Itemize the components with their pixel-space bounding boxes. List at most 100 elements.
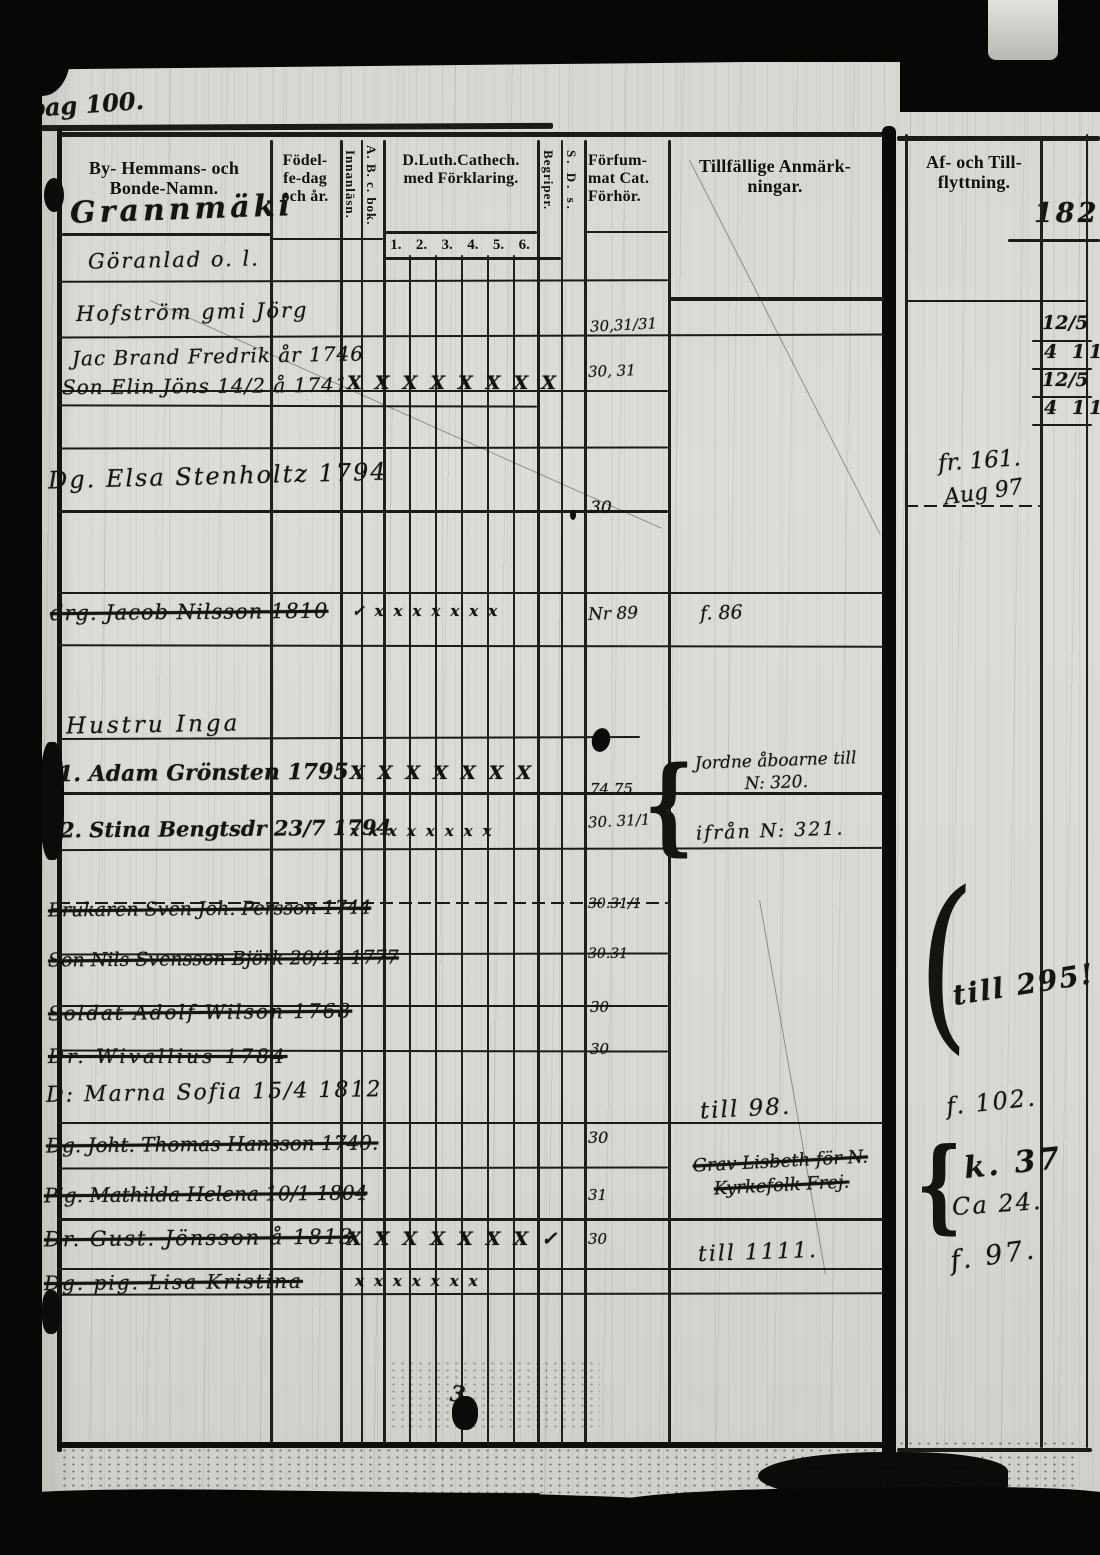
- record-row: drg. Jacob Nilsson 1810: [49, 598, 329, 626]
- forhor-note: 30: [588, 1128, 609, 1147]
- remark-note: f. 86: [699, 601, 743, 625]
- table-rule: [584, 231, 668, 233]
- remark-note: till 98.: [699, 1093, 792, 1125]
- column-header-sds: S. D. s.: [564, 150, 579, 212]
- table-rule: [383, 231, 537, 234]
- table-rule: [1008, 239, 1100, 242]
- catechism-marks: XXXXXXX: [350, 762, 545, 784]
- scan-margin-left: [0, 0, 42, 1555]
- table-rule: [1032, 368, 1092, 370]
- record-row: Hofström gmi Jörg: [75, 297, 309, 327]
- column-header-begriper: Begriper.: [541, 150, 556, 211]
- column-header-forhor: Förfum- mat Cat. Förhör.: [588, 152, 650, 205]
- table-rule: [1086, 134, 1088, 1448]
- forhor-note: 31: [588, 1186, 608, 1204]
- brace: (: [913, 849, 977, 1074]
- table-rule: [905, 134, 908, 1452]
- table-rule: [905, 300, 1086, 302]
- table-rule: [57, 792, 884, 795]
- remark-note: till 1111.: [697, 1237, 819, 1268]
- table-rule: [461, 255, 463, 1448]
- ink-blot: [42, 1290, 60, 1334]
- table-rule: [1032, 340, 1092, 342]
- subcol-number: 4.: [467, 237, 479, 253]
- paper-tab: [988, 0, 1058, 60]
- record-row: Dg. pig. Lisa Kristina: [43, 1268, 304, 1296]
- record-row: Brukaren Sven Joh. Persson 1744: [47, 896, 372, 922]
- table-rule: [57, 1122, 884, 1124]
- flytt-note: 12/5: [1042, 312, 1089, 334]
- catechism-marks: xxxxxxxx: [350, 822, 502, 840]
- table-rule: [57, 1268, 884, 1270]
- record-row: Dr. Gust. Jönsson å 1813: [43, 1224, 355, 1252]
- record-row: Jac Brand Fredrik år 1746: [71, 341, 365, 371]
- record-row: Göranlad o. l.: [87, 246, 261, 274]
- table-rule: [668, 297, 884, 301]
- record-row: 1. Adam Grönsten 1795: [57, 758, 349, 788]
- flytt-note: 4 11: [1044, 397, 1100, 419]
- column-header-anmarkningar: Tillfällige Anmärk- ningar.: [699, 156, 851, 197]
- subcol-number: 3.: [441, 237, 453, 253]
- scan-margin-top: [0, 0, 761, 71]
- subcol-number: 2.: [415, 237, 428, 253]
- column-header-cathech: D.Luth.Cathech. med Förklaring.: [402, 152, 520, 187]
- ink-blot: [570, 510, 576, 520]
- column-header-innanlasn: Innanläsn.: [343, 150, 358, 219]
- column-header-name: By- Hemmans- och Bonde-Namn.: [88, 158, 240, 199]
- subcol-number: 5.: [492, 237, 505, 253]
- table-rule: [1040, 140, 1043, 1448]
- record-row: Son Elin Jöns 14/2 å 1741: [61, 372, 349, 400]
- table-rule: [57, 1005, 668, 1007]
- record-row: 2. Stina Bengtsdr 23/7 1794: [59, 814, 392, 843]
- record-row: Soldat Adolf Wilson 1768: [47, 998, 353, 1026]
- forhor-note: Nr 89: [587, 603, 639, 625]
- ink-blot: [44, 178, 64, 212]
- forhor-note: 74.75: [590, 780, 633, 798]
- brace: {: [644, 744, 695, 867]
- table-rule: [513, 255, 515, 1448]
- table-rule: [57, 902, 668, 904]
- table-rule: [57, 132, 884, 137]
- scan-margin-bottom: [599, 1485, 1100, 1531]
- year-note: 1829: [1034, 198, 1100, 229]
- remark-note: Grav Lisbeth för N. Kyrkefolk Frej.: [692, 1146, 869, 1200]
- table-rule: [383, 257, 561, 260]
- ink-blot: [40, 742, 64, 860]
- table-rule: [897, 136, 1100, 141]
- table-rule: [57, 510, 668, 513]
- table-rule: [487, 255, 489, 1448]
- column-header-birth: Födel- fe-dag och år.: [281, 152, 329, 205]
- record-row: Dg. Joht. Thomas Hansson 1740.: [45, 1130, 379, 1158]
- forhor-note: 30: [588, 1230, 608, 1248]
- brace: {: [916, 1125, 963, 1244]
- table-rule: [60, 233, 272, 236]
- remark-note: Jordne åboarne till N: 320.: [694, 748, 857, 795]
- grime-speckles: [380, 1360, 600, 1430]
- table-rule: [57, 592, 884, 594]
- table-rule: [905, 505, 1040, 507]
- forhor-note: 30: [590, 998, 610, 1016]
- subcol-number: 6.: [518, 237, 530, 253]
- catechism-marks: ✓xxxxxxx: [352, 602, 508, 620]
- table-rule: [1032, 396, 1092, 398]
- record-row: Dr. Wivallius 1784: [48, 1044, 288, 1068]
- catechism-marks: xxxxxxx: [355, 1272, 488, 1290]
- table-rule: [1032, 424, 1092, 426]
- table-rule: [897, 1448, 1092, 1452]
- forhor-note: 30: [590, 1040, 610, 1058]
- column-header-flyttning: Af- och Till- flyttning.: [926, 152, 1022, 193]
- forhor-note: 30.31/1: [588, 896, 642, 912]
- forhor-note: 30, 31: [587, 361, 637, 381]
- ink-blot: [452, 1396, 478, 1430]
- column-header-abc-bok: A. B. c. bok.: [364, 145, 379, 226]
- record-row: Pig. Mathilda Helena 10/1 1804: [43, 1180, 368, 1208]
- table-rule: [435, 255, 437, 1448]
- table-rule: [57, 1218, 884, 1221]
- forhor-note: 30. 31/1: [587, 810, 651, 832]
- catechism-marks: XXXXXXX✓: [347, 1228, 571, 1250]
- page-fold-shadow: [882, 126, 896, 1464]
- record-row: Son Nils Svensson Björk 20/11 1777: [47, 946, 399, 972]
- forhor-note: 30: [590, 498, 612, 518]
- flytt-note: 4 11: [1044, 341, 1100, 363]
